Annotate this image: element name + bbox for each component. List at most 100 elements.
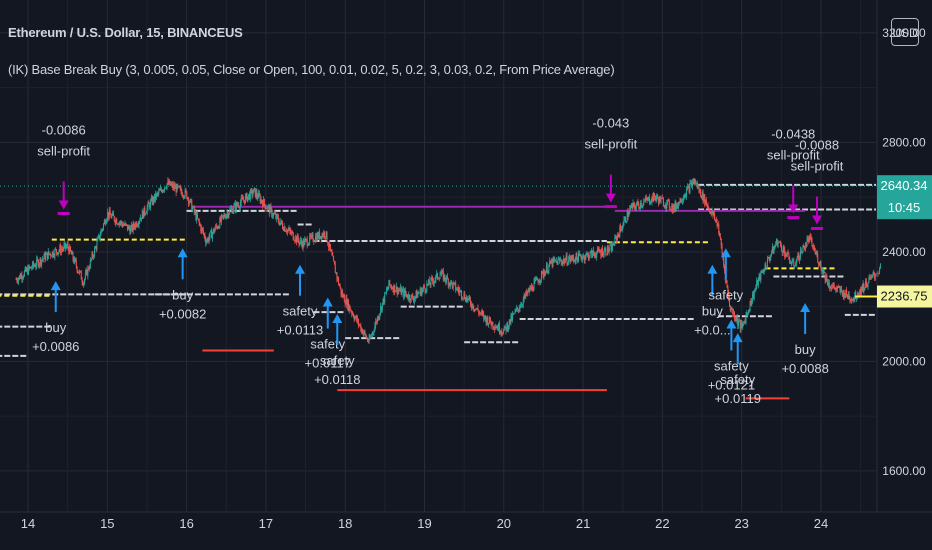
study-legend[interactable]: (IK) Base Break Buy (3, 0.005, 0.05, Clo… (8, 62, 615, 77)
time-tick-label: 14 (21, 516, 35, 531)
candle-body (606, 245, 608, 255)
price-axis: 3200.00 2800.00 2400.00 2000.00 1600.00 (882, 26, 926, 478)
candle-body (114, 220, 116, 224)
candle-body (710, 212, 712, 215)
candle-body (571, 255, 573, 259)
candle-body (305, 239, 307, 240)
current-price-badge (877, 175, 932, 220)
candle-body (314, 236, 316, 242)
candle-body (639, 203, 641, 209)
candle-body (840, 288, 842, 293)
candle-body (95, 247, 97, 250)
candle-body (258, 193, 260, 196)
candle-body (561, 262, 563, 265)
candle-body (576, 253, 578, 258)
candle-body (304, 239, 306, 245)
candle-body (31, 267, 33, 269)
candle-body (70, 251, 72, 255)
candle-body (140, 217, 142, 220)
time-tick-label: 19 (417, 516, 431, 531)
candle-body (723, 258, 725, 266)
candle-body (307, 245, 309, 246)
candle-body (529, 287, 531, 293)
candle-body (606, 254, 608, 256)
currency-button[interactable]: USD (891, 18, 919, 46)
candle-body (839, 287, 841, 293)
candle-body (333, 260, 335, 265)
candle-body (667, 200, 669, 201)
time-tick-label: 23 (734, 516, 748, 531)
candle-body (540, 279, 542, 282)
candle-body (124, 223, 126, 226)
candle-body (319, 231, 321, 239)
candle-body (860, 289, 862, 295)
candle-body (425, 290, 427, 292)
candle-body (349, 305, 351, 311)
candle-body (213, 229, 215, 233)
candle-body (169, 181, 171, 186)
candle-body (755, 286, 757, 290)
candle-body (470, 304, 472, 308)
candle-body (171, 183, 173, 185)
candle-body (824, 272, 826, 281)
candle-body (476, 308, 478, 310)
candle-body (732, 308, 734, 314)
candle-body (479, 312, 481, 314)
symbol-title[interactable]: Ethereum / U.S. Dollar, 15, BINANCEUS (8, 25, 243, 40)
candle-body (498, 323, 500, 333)
candle-body (841, 288, 843, 292)
candle-body (376, 321, 378, 323)
candle-body (644, 197, 646, 201)
candle-body (249, 190, 251, 200)
candle-body (357, 318, 359, 325)
candle-body (760, 271, 762, 281)
candle-body (344, 302, 346, 305)
candle-body (537, 280, 539, 283)
candle-body (870, 275, 872, 278)
candle-body (522, 299, 524, 305)
candle-body (69, 246, 71, 254)
current-price-badge-text: 2640.34 (881, 178, 928, 193)
candle-body (367, 340, 369, 342)
candle-body (412, 295, 414, 300)
candle-body (591, 250, 593, 258)
candle-body (395, 286, 397, 291)
candle-body (200, 225, 202, 232)
candle-body (291, 232, 293, 233)
candle-body (408, 294, 410, 300)
candle-body (267, 206, 269, 209)
candle-body (843, 290, 845, 298)
candle-body (482, 313, 484, 314)
candle-body (775, 244, 777, 246)
candle-body (255, 191, 257, 197)
candle-body (488, 323, 490, 325)
candle-body (407, 297, 409, 299)
time-tick-label: 18 (338, 516, 352, 531)
candle-body (75, 260, 77, 267)
candle-body (728, 293, 730, 299)
candle-body (707, 205, 709, 209)
candle-body (621, 227, 623, 231)
candle-body (315, 236, 317, 242)
candle-body (150, 200, 152, 208)
candle-body (489, 317, 491, 323)
candle-body (545, 271, 547, 276)
candle-body (542, 271, 544, 277)
candle-body (740, 323, 742, 330)
candle-body (624, 217, 626, 221)
candle-body (683, 197, 685, 199)
buy-arrow-head (332, 313, 343, 323)
candle-body (222, 215, 224, 217)
candle-body (620, 228, 622, 231)
candle-body (514, 310, 516, 314)
candle-body (401, 290, 403, 295)
candle-body (127, 225, 129, 230)
last-price-badge-text: 2236.75 (881, 289, 928, 304)
candle-body (340, 287, 342, 295)
candle-body (761, 271, 763, 273)
candle-body (714, 213, 716, 220)
candle-body (226, 212, 228, 215)
candle-body (592, 250, 594, 258)
candle-body (244, 195, 246, 204)
